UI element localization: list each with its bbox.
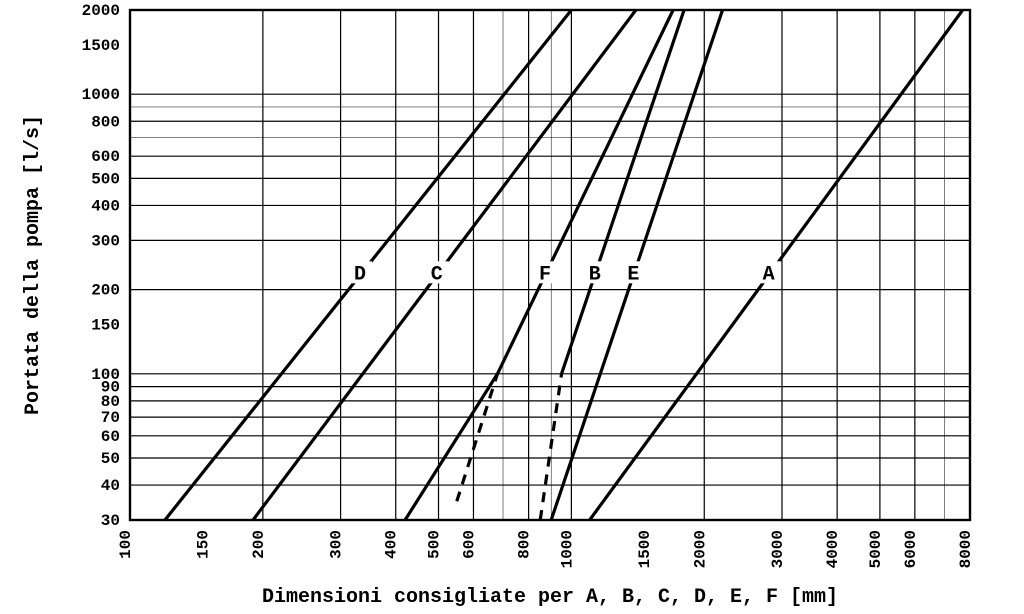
x-tick-label: 1000 [558, 530, 576, 568]
y-tick-label: 150 [91, 317, 120, 335]
x-tick-label: 100 [117, 530, 135, 559]
x-tick-label: 5000 [867, 530, 885, 568]
x-tick-label: 500 [426, 530, 444, 559]
x-tick-label: 1500 [636, 530, 654, 568]
y-tick-label: 300 [91, 232, 120, 250]
y-tick-label: 50 [101, 450, 120, 468]
y-tick-label: 60 [101, 428, 120, 446]
x-tick-label: 8000 [957, 530, 975, 568]
x-tick-label: 2000 [691, 530, 709, 568]
y-tick-label: 2000 [82, 2, 120, 20]
y-tick-label: 1500 [82, 37, 120, 55]
pump-sizing-chart: D C F B E A 100 150 200 300 400 500 600 800 1000 1500 20… [0, 0, 1024, 614]
x-tick-label: 300 [328, 530, 346, 559]
y-tick-label: 70 [101, 409, 120, 427]
y-tick-label: 200 [91, 282, 120, 300]
x-tick-label: 4000 [824, 530, 842, 568]
x-tick-label: 3000 [769, 530, 787, 568]
series-label-E: E [627, 263, 639, 286]
y-tick-label: 600 [91, 148, 120, 166]
series-label-A: A [763, 263, 775, 286]
y-tick-label: 40 [101, 477, 120, 495]
series-label-F: F [539, 263, 551, 286]
x-tick-label: 800 [516, 530, 534, 559]
x-tick-label: 600 [460, 530, 478, 559]
y-tick-label: 100 [91, 366, 120, 384]
series-label-B: B [589, 263, 601, 286]
y-tick-label: 1000 [82, 86, 120, 104]
series-label-C: C [431, 263, 443, 286]
x-tick-label: 6000 [902, 530, 920, 568]
y-tick-label: 400 [91, 197, 120, 215]
x-axis-label: Dimensioni consigliate per A, B, C, D, E… [262, 586, 838, 609]
y-tick-label: 500 [91, 170, 120, 188]
y-tick-label: 800 [91, 113, 120, 131]
x-tick-label: 150 [195, 530, 213, 559]
y-tick-label: 30 [101, 512, 120, 530]
x-tick-label: 200 [250, 530, 268, 559]
y-axis-label: Portata della pompa [l/s] [22, 115, 45, 415]
x-tick-label: 400 [383, 530, 401, 559]
series-label-D: D [354, 263, 366, 286]
